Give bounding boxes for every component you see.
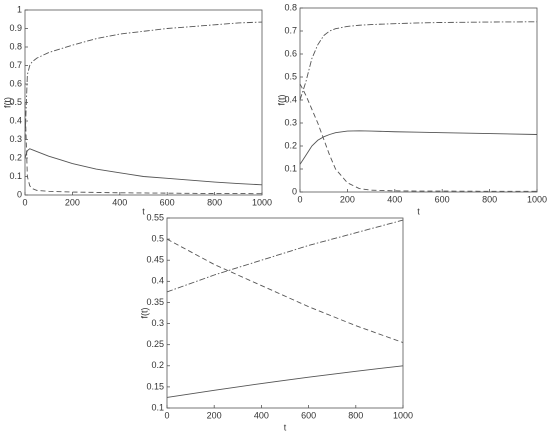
data-line — [299, 83, 537, 192]
y-tick-label: 0 — [292, 186, 297, 196]
y-tick-label: 0.6 — [9, 78, 22, 88]
y-axis-label: f(t) — [139, 308, 149, 319]
y-tick-label: 0.3 — [9, 134, 22, 144]
x-tick-label: 1000 — [252, 197, 272, 207]
y-tick-label: 0.4 — [151, 276, 164, 286]
data-line — [24, 21, 263, 140]
x-axis-label: t — [284, 422, 287, 432]
x-tick-label: 800 — [482, 194, 497, 204]
y-tick-label: 0.8 — [9, 41, 22, 51]
y-axis-label: f(t) — [2, 97, 12, 108]
axes-frame — [24, 9, 263, 196]
y-tick-label: 0.9 — [9, 23, 22, 33]
y-tick-label: 0.7 — [9, 60, 22, 70]
x-tick-label: 400 — [254, 410, 269, 420]
y-tick-label: 0.7 — [284, 25, 297, 35]
y-tick-label: 0.8 — [284, 2, 297, 12]
x-tick-label: 0 — [297, 194, 302, 204]
x-tick-label: 1000 — [527, 194, 547, 204]
y-tick-label: 0.1 — [9, 171, 22, 181]
y-tick-label: 0.5 — [9, 97, 22, 107]
data-line — [166, 219, 404, 293]
y-tick-label: 0.2 — [9, 152, 22, 162]
x-tick-label: 600 — [435, 194, 450, 204]
x-tick-label: 1000 — [393, 410, 413, 420]
x-tick-label: 200 — [65, 197, 80, 207]
y-tick-label: 0.6 — [284, 48, 297, 58]
y-tick-label: 0.15 — [146, 381, 164, 391]
y-tick-label: 0.2 — [284, 140, 297, 150]
x-axis-label: t — [142, 206, 145, 216]
y-tick-label: 0.3 — [284, 117, 297, 127]
data-line — [166, 365, 404, 398]
y-tick-label: 0.25 — [146, 339, 164, 349]
y-tick-label: 0.35 — [146, 297, 164, 307]
x-tick-label: 600 — [301, 410, 316, 420]
x-tick-label: 0 — [164, 410, 169, 420]
y-tick-label: 0.45 — [146, 255, 164, 265]
y-tick-label: 0.5 — [151, 233, 164, 243]
y-tick-label: 0.1 — [151, 402, 164, 412]
x-tick-label: 200 — [207, 410, 222, 420]
x-tick-label: 0 — [22, 197, 27, 207]
y-tick-label: 0.3 — [151, 318, 164, 328]
x-tick-label: 600 — [160, 197, 175, 207]
x-tick-label: 800 — [348, 410, 363, 420]
y-tick-label: 0.4 — [9, 115, 22, 125]
x-tick-label: 400 — [112, 197, 127, 207]
y-tick-label: 1 — [17, 4, 22, 14]
data-line — [24, 148, 263, 186]
data-line — [299, 21, 538, 101]
x-tick-label: 200 — [340, 194, 355, 204]
y-tick-label: 0.2 — [151, 360, 164, 370]
data-line — [24, 102, 263, 195]
y-tick-label: 0 — [17, 189, 22, 199]
axes-frame — [166, 217, 404, 409]
x-tick-label: 800 — [207, 197, 222, 207]
data-line — [166, 238, 404, 343]
y-tick-label: 0.55 — [146, 212, 164, 222]
x-tick-label: 400 — [387, 194, 402, 204]
y-tick-label: 0.5 — [284, 71, 297, 81]
axes-frame — [299, 7, 538, 193]
y-tick-label: 0.1 — [284, 163, 297, 173]
x-axis-label: t — [417, 206, 420, 216]
y-tick-label: 0.4 — [284, 94, 297, 104]
y-axis-label: f(t) — [276, 95, 286, 106]
data-line — [299, 130, 538, 165]
